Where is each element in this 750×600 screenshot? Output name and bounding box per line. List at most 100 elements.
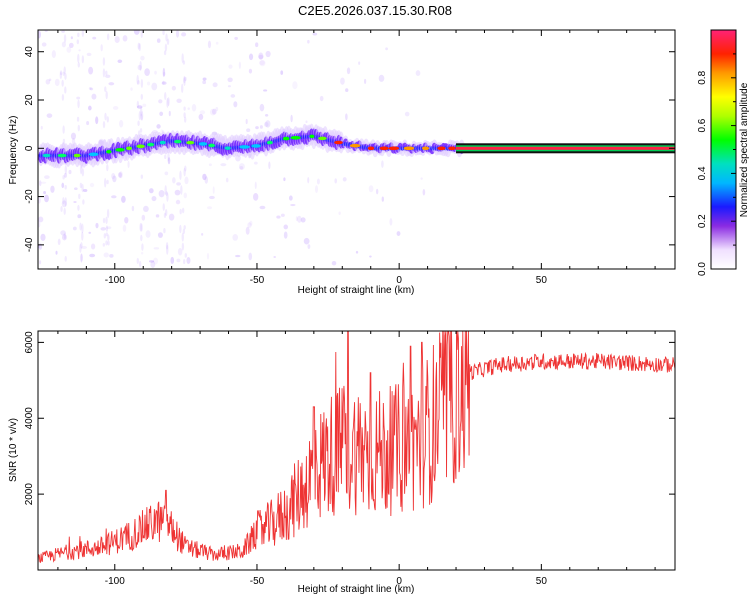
- ridge-hotspot: [282, 136, 290, 141]
- noise-streak: [165, 242, 169, 250]
- noise-streak: [138, 111, 141, 121]
- noise-blob: [283, 231, 288, 239]
- noise-streak: [106, 208, 110, 219]
- noise-blob: [118, 172, 122, 178]
- noise-blob: [234, 36, 238, 40]
- noise-blob: [86, 52, 92, 57]
- noise-streak: [164, 208, 168, 217]
- noise-blob: [124, 216, 129, 224]
- noise-blob: [264, 113, 269, 117]
- noise-blob: [207, 206, 212, 210]
- noise-blob: [81, 245, 88, 249]
- noise-blob: [88, 66, 94, 75]
- noise-streak: [107, 234, 110, 241]
- noise-streak: [140, 174, 144, 179]
- ridge-hotspot: [367, 146, 375, 151]
- ridge-hotspot: [318, 136, 327, 141]
- noise-streak: [78, 193, 81, 199]
- noise-blob: [176, 98, 182, 103]
- noise-blob: [248, 252, 253, 261]
- noise-blob: [230, 94, 236, 98]
- noise-blob: [109, 253, 114, 258]
- noise-blob: [206, 252, 210, 260]
- noise-blob: [158, 189, 165, 198]
- noise-streak: [162, 67, 166, 77]
- noise-streak: [106, 116, 109, 123]
- noise-blob: [171, 85, 176, 91]
- noise-blob: [290, 203, 296, 207]
- noise-blob: [300, 217, 306, 223]
- noise-streak: [77, 99, 80, 109]
- noise-blob: [38, 245, 41, 249]
- noise-blob: [140, 251, 144, 255]
- noise-streak: [105, 70, 108, 76]
- noise-streak: [77, 32, 80, 38]
- spectrogram-axes: -100 -50 0 50 -40 -20 0 20 40: [24, 30, 675, 286]
- noise-streak: [162, 71, 166, 77]
- noise-blob: [112, 175, 117, 183]
- noise-streak: [81, 55, 85, 64]
- noise-streak: [164, 185, 167, 195]
- noise-streak: [166, 192, 169, 202]
- noise-streak: [64, 73, 67, 80]
- noise-streak: [183, 106, 186, 111]
- noise-blob: [381, 160, 384, 168]
- noise-blob: [212, 82, 218, 88]
- noise-blob: [259, 125, 263, 129]
- snr-y-tick-label: 4000: [24, 407, 35, 430]
- noise-blob: [112, 106, 119, 110]
- noise-streak: [167, 152, 170, 162]
- noise-streak: [165, 191, 168, 196]
- noise-streak: [63, 232, 67, 240]
- noise-streak: [80, 253, 83, 262]
- noise-streak: [62, 138, 66, 144]
- spectrogram-y-tick-label: 0: [24, 145, 35, 151]
- noise-streak: [102, 217, 106, 224]
- noise-blob: [184, 176, 189, 185]
- snr-frame: [37, 330, 676, 571]
- snr-x-tick-label: 50: [536, 576, 548, 587]
- noise-streak: [77, 53, 80, 63]
- noise-blob: [119, 171, 123, 179]
- noise-blob: [156, 38, 161, 43]
- noise-blob: [54, 78, 60, 87]
- noise-streak: [166, 97, 169, 108]
- noise-blob: [144, 68, 150, 77]
- noise-blob: [259, 103, 265, 112]
- noise-streak: [140, 111, 144, 121]
- noise-streak: [107, 240, 110, 246]
- noise-streak: [60, 205, 63, 212]
- noise-blob: [340, 77, 345, 85]
- noise-streak: [62, 125, 65, 134]
- ridge-hotspot: [147, 142, 155, 147]
- noise-streak: [62, 174, 65, 180]
- colorbar-tick-label: 0.0: [697, 262, 708, 276]
- noise-streak: [81, 231, 84, 241]
- noise-blob: [40, 233, 46, 242]
- noise-blob: [263, 122, 269, 127]
- snr-y-label: SNR (10 * v/v): [8, 418, 19, 482]
- noise-streak: [181, 232, 184, 242]
- snr-y-tick-label: 6000: [24, 331, 35, 354]
- noise-streak: [162, 67, 165, 78]
- noise-streak: [181, 53, 184, 63]
- noise-blob: [82, 189, 88, 192]
- noise-streak: [179, 224, 182, 234]
- noise-streak: [103, 177, 107, 188]
- noise-streak: [76, 116, 80, 122]
- noise-blob: [153, 257, 159, 265]
- noise-blob: [263, 89, 268, 92]
- ridge-hotspot: [174, 139, 182, 144]
- noise-blob: [142, 103, 147, 107]
- noise-blob: [50, 185, 55, 193]
- noise-blob: [207, 40, 212, 49]
- noise-streak: [140, 30, 143, 38]
- noise-streak: [162, 30, 165, 36]
- noise-blob: [155, 214, 160, 218]
- noise-blob: [39, 260, 42, 265]
- noise-streak: [59, 71, 63, 79]
- noise-blob: [345, 113, 348, 121]
- noise-blob: [345, 88, 349, 93]
- noise-streak: [182, 60, 186, 65]
